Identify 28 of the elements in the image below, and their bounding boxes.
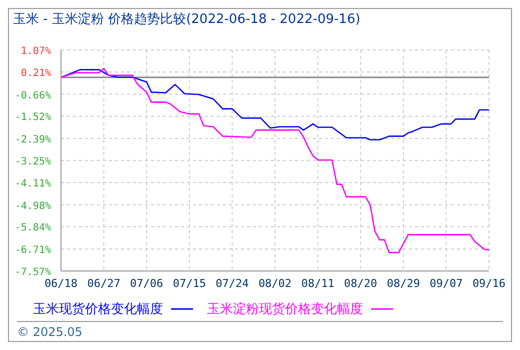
x-tick-label: 06/27 (87, 276, 120, 290)
y-tick-label: -4.98% (14, 200, 51, 212)
legend-label: 玉米现货价格变化幅度 (33, 301, 163, 318)
y-tick-label: -6.71% (14, 245, 51, 256)
x-tick-label: 07/15 (172, 276, 206, 290)
y-tick-label: 1.07% (20, 46, 51, 57)
x-tick-label: 08/29 (386, 276, 420, 290)
x-tick-label: 09/07 (430, 276, 463, 290)
y-tick-label: 0.21% (20, 68, 51, 79)
line-series (61, 68, 489, 254)
x-tick-label: 08/02 (258, 276, 292, 290)
y-tick-label: -7.57% (14, 267, 51, 278)
y-tick-label: -4.11% (14, 178, 51, 190)
y-tick-label: -1.52% (14, 112, 51, 124)
y-tick-label: -5.84% (14, 222, 51, 234)
x-tick-label: 08/11 (301, 276, 334, 290)
y-tick-label: -0.66% (14, 90, 51, 102)
y-tick-label: -3.25% (14, 156, 51, 168)
chart-title: 玉米 - 玉米淀粉 价格趋势比较(2022-06-18 - 2022-09-16) (12, 11, 362, 29)
line-series (61, 69, 489, 140)
text: © 2025.05 (17, 325, 82, 339)
x-tick-label: 07/06 (130, 276, 164, 290)
x-tick-label: 06/18 (44, 276, 78, 290)
legend-label: 玉米淀粉现货价格变化幅度 (207, 301, 363, 318)
x-tick-label: 08/20 (344, 276, 378, 290)
x-tick-label: 09/16 (472, 276, 506, 290)
y-tick-label: -2.39% (14, 134, 51, 146)
x-tick-label: 07/24 (216, 276, 250, 290)
